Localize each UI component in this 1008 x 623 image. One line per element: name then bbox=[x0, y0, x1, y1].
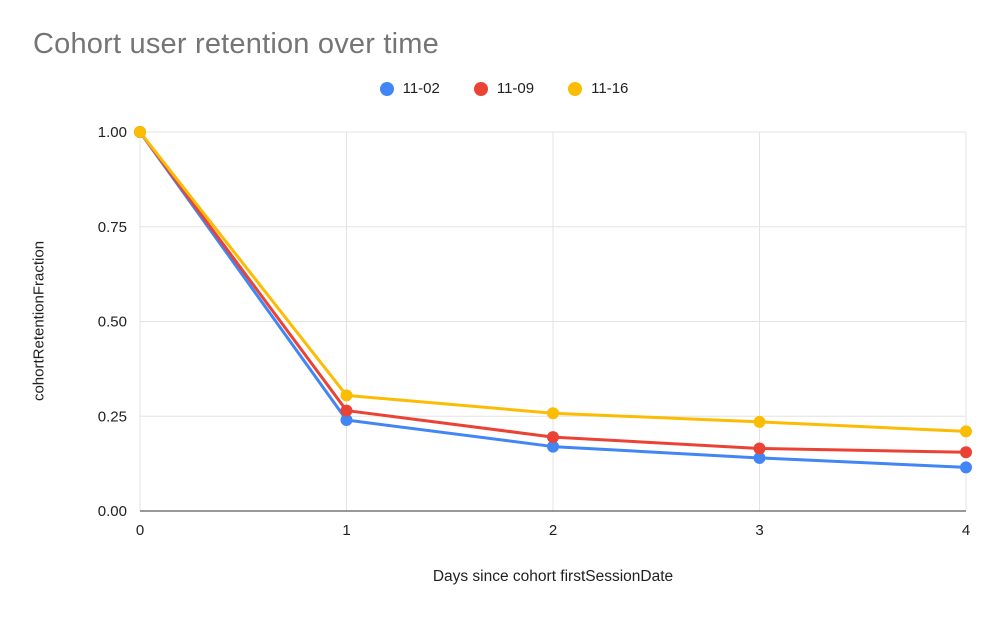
y-tick-label: 0.00 bbox=[98, 503, 127, 520]
legend-label: 11-02 bbox=[402, 80, 440, 97]
y-tick-label: 0.75 bbox=[98, 219, 127, 236]
x-axis-title: Days since cohort firstSessionDate bbox=[432, 568, 674, 585]
y-tick-label: 0.50 bbox=[98, 314, 127, 331]
data-point-11-02-x2 bbox=[547, 440, 559, 453]
legend-item-11-16: 11-16 bbox=[568, 80, 628, 97]
data-point-11-16-x0 bbox=[134, 126, 146, 138]
legend: 11-02 11-09 11-16 bbox=[0, 80, 1008, 97]
legend-item-11-09: 11-09 bbox=[473, 80, 535, 97]
legend-item-11-02: 11-02 bbox=[379, 80, 440, 97]
y-tick-label: 0.25 bbox=[98, 408, 127, 425]
x-tick-label: 0 bbox=[136, 522, 144, 539]
data-point-11-02-x3 bbox=[753, 451, 766, 464]
data-point-11-02-x4 bbox=[960, 461, 972, 474]
x-tick-label: 2 bbox=[549, 522, 557, 539]
x-tick-label: 3 bbox=[755, 522, 763, 539]
data-point-11-09-x3 bbox=[753, 442, 766, 455]
x-tick-label: 1 bbox=[342, 522, 350, 539]
data-point-11-09-x2 bbox=[547, 431, 559, 444]
data-point-11-09-x1 bbox=[340, 404, 353, 417]
data-point-11-16-x2 bbox=[547, 407, 559, 420]
chart-title: Cohort user retention over time bbox=[33, 28, 439, 60]
data-point-11-16-x3 bbox=[753, 415, 766, 428]
data-point-11-02-x1 bbox=[340, 414, 353, 427]
legend-dot bbox=[568, 81, 583, 96]
data-point-11-16-x1 bbox=[340, 389, 353, 402]
data-point-11-16-x4 bbox=[960, 425, 972, 438]
legend-label: 11-16 bbox=[591, 80, 629, 97]
y-axis-title: cohortRetentionFraction bbox=[30, 240, 48, 402]
legend-dot bbox=[379, 81, 394, 96]
x-tick-label: 4 bbox=[962, 522, 970, 539]
data-point-11-09-x4 bbox=[960, 446, 972, 459]
y-tick-label: 1.00 bbox=[98, 124, 127, 141]
legend-label: 11-09 bbox=[496, 80, 535, 97]
legend-dot bbox=[473, 81, 488, 96]
